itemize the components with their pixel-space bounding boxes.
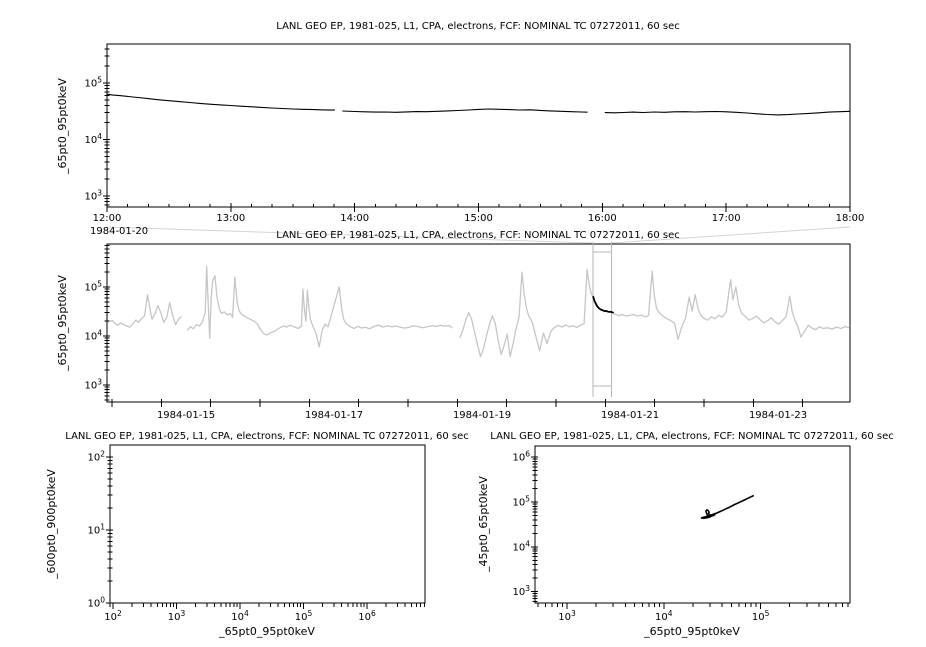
scatter-600-900-y-axis-label: _600pt0_900pt0keV [45, 469, 58, 580]
context-x-tick-label: 1984-01-17 [305, 410, 363, 421]
bl-x-tick-label: 104 [231, 609, 249, 623]
top-panel-title: LANL GEO EP, 1981-025, L1, CPA, electron… [276, 21, 679, 32]
context-plot-area[interactable] [107, 244, 850, 402]
scatter-600-900-plot-area[interactable] [110, 445, 425, 603]
tick-or-guide-line [611, 226, 851, 244]
top-x-tick-label: 16:00 [588, 213, 617, 224]
br-y-tick-label: 103 [512, 584, 530, 598]
bl-panel-frame [109, 444, 426, 604]
scatter-45-65-trace [700, 494, 755, 519]
context-y-axis-label: _65pt0_95pt0keV [56, 275, 69, 372]
context-panel-title: LANL GEO EP, 1981-025, L1, CPA, electron… [276, 230, 679, 241]
scatter-600-900-x-axis-label: _65pt0_95pt0keV [218, 625, 315, 638]
bl-x-tick-label: 102 [104, 609, 122, 623]
top-y-tick-label: 105 [84, 76, 102, 90]
bl-y-tick-label: 100 [87, 596, 105, 610]
br-y-tick-label: 106 [512, 450, 530, 464]
top-y-tick-label: 104 [84, 132, 102, 146]
br-x-tick-label: 103 [558, 609, 576, 623]
br-y-tick-label: 105 [512, 495, 530, 509]
top-x-tick-label: 13:00 [216, 213, 245, 224]
top-flux-series [107, 93, 850, 116]
bl-y-tick-label: 101 [87, 523, 105, 537]
context-flux-series [107, 266, 850, 358]
context-x-tick-label: 1984-01-19 [453, 410, 511, 421]
br-x-tick-label: 104 [655, 609, 673, 623]
br-x-tick-label: 105 [752, 609, 770, 623]
top-x-tick-label: 18:00 [836, 213, 865, 224]
scatter-45-65-y-axis-label: _45pt0_65pt0keV [477, 476, 490, 573]
zoom-selection-box[interactable] [592, 242, 612, 397]
top-plot-area[interactable] [107, 44, 850, 207]
bl-x-tick-label: 105 [295, 609, 313, 623]
context-x-tick-label: 1984-01-23 [749, 410, 807, 421]
mid-panel-frame [106, 243, 851, 403]
scatter-45-65-plot-area[interactable] [535, 446, 850, 603]
top-x-tick-label: 12:00 [93, 213, 122, 224]
top-x-tick-label: 17:00 [712, 213, 741, 224]
scatter-600-900-title: LANL GEO EP, 1981-025, L1, CPA, electron… [65, 431, 468, 442]
context-selected-segment [592, 295, 614, 314]
bl-x-tick-label: 106 [358, 609, 376, 623]
top-y-tick-label: 103 [84, 189, 102, 203]
context-x-tick-label: 1984-01-21 [601, 410, 659, 421]
context-x-tick-label: 1984-01-15 [157, 410, 215, 421]
scatter-45-65-x-axis-label: _65pt0_95pt0keV [643, 625, 740, 638]
top-x-axis-date-label: 1984-01-20 [90, 226, 148, 237]
mid-y-tick-label: 103 [84, 378, 102, 392]
scatter-45-65-title: LANL GEO EP, 1981-025, L1, CPA, electron… [490, 431, 893, 442]
br-y-tick-label: 104 [512, 539, 530, 553]
mid-y-tick-label: 105 [84, 280, 102, 294]
top-x-tick-label: 14:00 [340, 213, 369, 224]
bl-y-tick-label: 102 [87, 450, 105, 464]
mid-y-tick-label: 104 [84, 329, 102, 343]
top-y-axis-label: _65pt0_95pt0keV [56, 78, 69, 175]
bl-x-tick-label: 103 [168, 609, 186, 623]
tick-or-guide-line [106, 226, 594, 244]
top-x-tick-label: 15:00 [464, 213, 493, 224]
